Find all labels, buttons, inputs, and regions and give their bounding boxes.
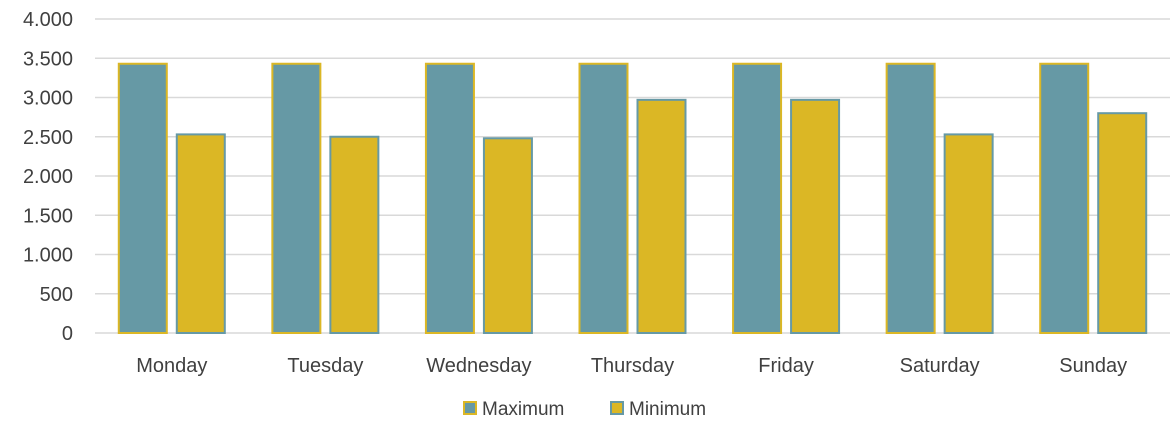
x-axis-ticks: Monday Tuesday Wednesday Thursday Friday Satu… xyxy=(136,355,1127,377)
y-tick-label: 1.500 xyxy=(23,205,73,227)
bar-minimum-saturday xyxy=(943,133,994,334)
bar-minimum-tuesday xyxy=(329,135,380,334)
bars xyxy=(117,62,1148,335)
y-tick-label: 0 xyxy=(62,323,73,345)
bar-minimum-sunday xyxy=(1097,112,1148,334)
legend: Maximum Minimum xyxy=(463,399,706,420)
x-tick-label: Tuesday xyxy=(287,355,363,377)
bar-maximum-friday xyxy=(732,62,783,335)
x-tick-label: Saturday xyxy=(900,355,980,377)
legend-swatch-minimum xyxy=(610,401,624,415)
y-tick-label: 4.000 xyxy=(23,9,73,31)
x-tick-label: Monday xyxy=(136,355,207,377)
y-tick-label: 3.000 xyxy=(23,88,73,110)
legend-swatch-maximum xyxy=(463,401,477,415)
legend-label-minimum: Minimum xyxy=(629,399,706,420)
bar-maximum-thursday xyxy=(578,62,629,335)
bar-maximum-sunday xyxy=(1039,62,1090,335)
y-tick-label: 1.000 xyxy=(23,245,73,267)
y-tick-label: 2.000 xyxy=(23,166,73,188)
bar-maximum-tuesday xyxy=(271,62,322,335)
x-tick-label: Thursday xyxy=(591,355,674,377)
bar-minimum-monday xyxy=(175,133,226,334)
x-tick-label: Sunday xyxy=(1059,355,1127,377)
y-tick-label: 500 xyxy=(40,284,73,306)
y-tick-label: 3.500 xyxy=(23,48,73,70)
bar-minimum-friday xyxy=(790,98,841,335)
bar-minimum-thursday xyxy=(636,98,687,335)
bar-maximum-monday xyxy=(117,62,168,335)
gridlines xyxy=(95,18,1170,334)
x-tick-label: Friday xyxy=(758,355,814,377)
x-tick-label: Wednesday xyxy=(426,355,531,377)
bar-maximum-saturday xyxy=(885,62,936,335)
y-axis-ticks: 0 500 1.000 1.500 2.000 2.500 3.000 3.500 4.000 xyxy=(23,9,73,345)
y-tick-label: 2.500 xyxy=(23,127,73,149)
bar-minimum-wednesday xyxy=(482,137,533,334)
legend-label-maximum: Maximum xyxy=(482,399,564,420)
bar-maximum-wednesday xyxy=(424,62,475,335)
